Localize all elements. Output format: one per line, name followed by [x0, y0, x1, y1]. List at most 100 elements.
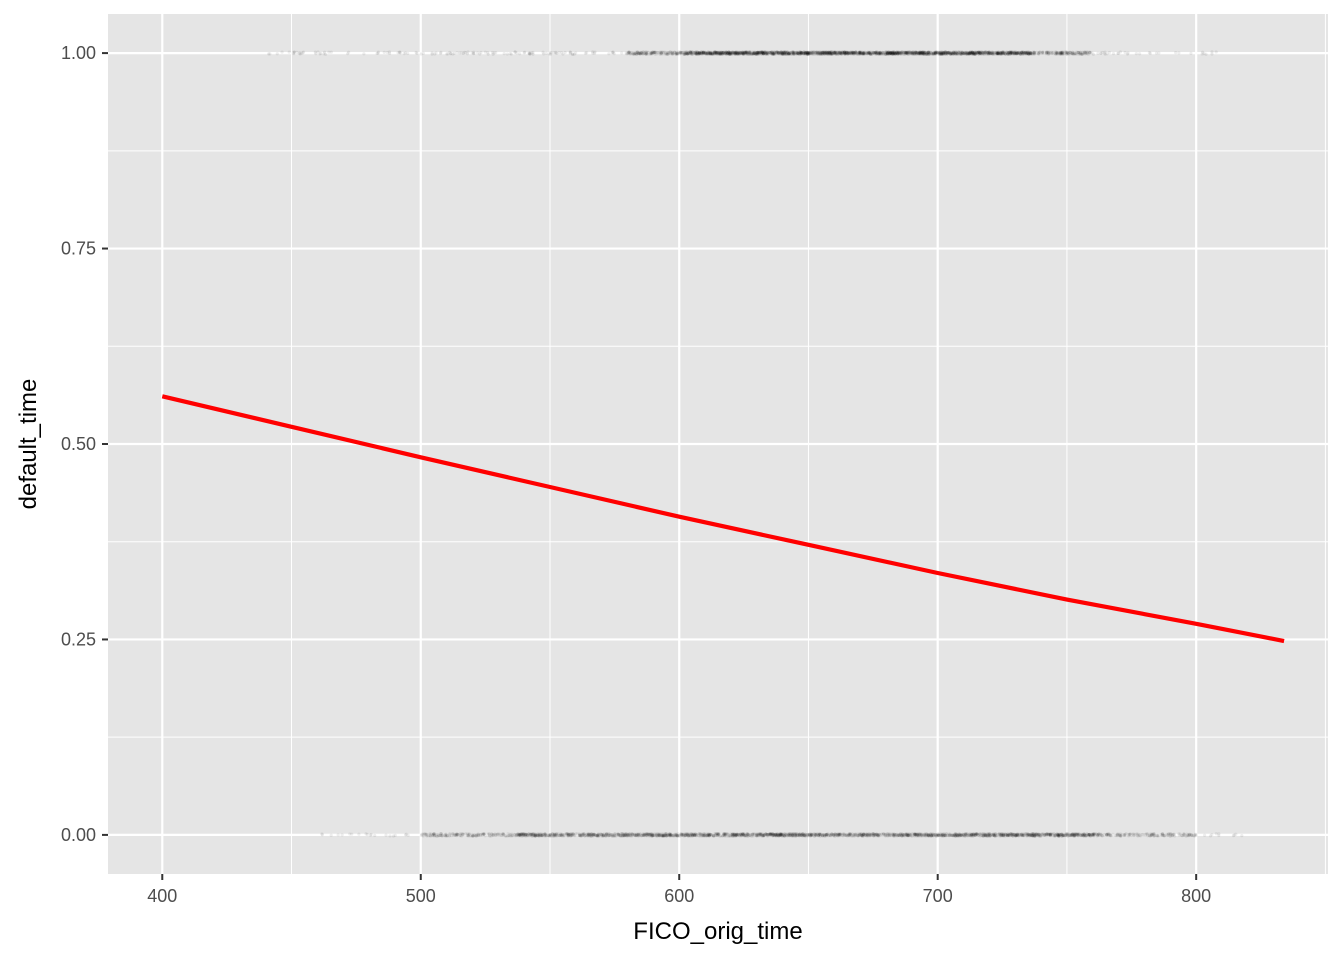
data-point [895, 832, 899, 837]
data-point [728, 833, 732, 837]
data-point [741, 832, 746, 836]
data-point [1108, 834, 1113, 838]
data-point [764, 832, 768, 836]
data-point [522, 833, 526, 837]
data-point [732, 834, 736, 838]
data-point [1187, 834, 1191, 838]
data-point [1172, 832, 1176, 837]
data-point [862, 833, 866, 837]
data-point [963, 834, 967, 838]
data-point [1082, 834, 1086, 838]
data-point [684, 832, 688, 836]
data-point [953, 833, 957, 837]
data-point [934, 832, 938, 836]
data-point [923, 833, 927, 837]
data-point [717, 832, 721, 836]
data-point [375, 51, 379, 56]
data-point [443, 834, 447, 838]
data-point [577, 833, 581, 837]
data-point [968, 833, 972, 837]
data-point [537, 832, 541, 836]
data-point [473, 833, 477, 837]
data-point [869, 832, 873, 836]
data-point [942, 833, 946, 837]
data-point [1033, 833, 1037, 837]
data-point [746, 833, 750, 837]
data-point [513, 833, 517, 837]
data-point [1147, 834, 1151, 838]
data-point [842, 832, 847, 836]
data-point [958, 833, 962, 837]
data-point [959, 833, 964, 837]
data-point [688, 834, 692, 838]
data-point [688, 832, 692, 836]
data-point [1006, 833, 1010, 837]
data-point [630, 832, 634, 836]
data-point [990, 833, 994, 837]
data-point [856, 834, 860, 838]
data-point [1028, 832, 1032, 837]
data-point [853, 832, 858, 836]
data-point [533, 833, 537, 837]
data-point [483, 834, 487, 838]
data-point [1059, 834, 1064, 838]
data-point [783, 832, 787, 836]
data-point [746, 832, 750, 837]
data-point [1161, 832, 1165, 836]
data-point [508, 833, 512, 837]
data-point [907, 833, 911, 837]
data-point [1031, 834, 1035, 838]
data-point [941, 832, 945, 836]
data-point [1050, 832, 1054, 836]
data-point [488, 834, 492, 838]
data-point [774, 834, 778, 838]
data-point [636, 834, 640, 838]
data-point [1096, 832, 1100, 837]
data-point [478, 832, 483, 837]
data-point [931, 832, 935, 837]
data-point [992, 833, 996, 837]
data-point [906, 833, 910, 837]
data-point [949, 833, 953, 837]
data-point [630, 833, 634, 837]
data-point [775, 832, 779, 836]
data-point [924, 834, 928, 838]
data-point [783, 832, 788, 837]
data-point [886, 832, 890, 836]
data-point [569, 832, 573, 836]
data-point [1053, 834, 1057, 838]
data-point [779, 833, 783, 837]
data-point [1010, 833, 1014, 837]
data-point [925, 833, 929, 838]
data-point [735, 832, 739, 836]
data-point [641, 833, 646, 837]
data-point [886, 834, 890, 838]
data-point [779, 832, 784, 836]
data-point [1034, 834, 1038, 838]
data-point [850, 834, 854, 838]
data-point [784, 833, 789, 837]
data-point [977, 832, 981, 837]
data-point [336, 833, 340, 837]
data-point [447, 834, 451, 838]
data-point [1177, 833, 1181, 837]
data-point [670, 834, 674, 838]
data-point [882, 833, 887, 837]
data-point [1138, 834, 1143, 838]
data-point [712, 834, 716, 838]
data-point [585, 834, 589, 838]
data-point [1064, 832, 1068, 836]
data-point [683, 832, 688, 836]
data-point [1109, 834, 1113, 838]
data-point [1028, 833, 1032, 837]
data-point [329, 833, 333, 837]
data-point [499, 833, 503, 837]
data-point [841, 833, 845, 837]
data-point [661, 834, 665, 838]
data-point [470, 832, 474, 836]
data-point [788, 834, 792, 838]
data-point [1058, 834, 1062, 838]
data-point [510, 833, 514, 837]
data-point [521, 833, 525, 837]
data-point [871, 832, 875, 836]
